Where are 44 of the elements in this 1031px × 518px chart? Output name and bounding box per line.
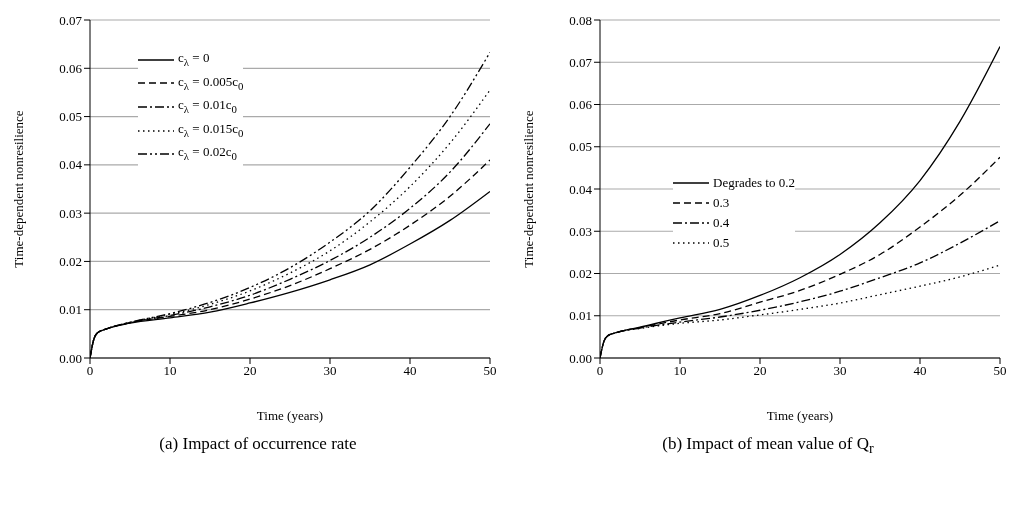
text: (a) Impact of occurrence rate xyxy=(158,434,358,454)
x-tick-label: 50 xyxy=(483,363,497,379)
y-tick-label: 0.01 xyxy=(569,308,592,324)
x-axis-title: Time (years) xyxy=(256,408,324,423)
x-tick-label: 0 xyxy=(596,363,604,379)
y-tick-label: 0.02 xyxy=(569,266,592,282)
x-tick-label: 20 xyxy=(753,363,767,379)
text: (b) Impact of mean value of Q$_{r}$ xyxy=(661,434,875,458)
y-tick-label: 0.03 xyxy=(59,205,82,221)
y-tick-label: 0.07 xyxy=(569,54,593,70)
legend-label: c$_{λ}$ = 0.02c$_{0}$ xyxy=(178,143,237,164)
y-axis-title: Time-dependent nonresilience xyxy=(10,110,26,268)
legend-label: c$_{λ}$ = 0.01c$_{0}$ xyxy=(178,96,237,117)
legend-label: c$_{λ}$ = 0.015c$_{0}$ xyxy=(178,119,244,141)
y-tick-label: 0.02 xyxy=(59,254,82,270)
x-tick-label: 30 xyxy=(833,363,847,379)
legend-label: 0.5 xyxy=(713,234,730,252)
x-tick-label: 10 xyxy=(163,363,177,379)
y-tick-label: 0.00 xyxy=(569,350,592,366)
y-tick-label: 0.04 xyxy=(59,157,83,173)
y-axis-title: Time-dependent nonresilience xyxy=(520,110,536,268)
legend-label: c$_{λ}$ = 0 xyxy=(178,49,210,70)
legend-label: 0.4 xyxy=(713,214,730,232)
x-tick-label: 50 xyxy=(993,363,1007,379)
y-tick-label: 0.01 xyxy=(59,302,82,318)
x-tick-label: 30 xyxy=(323,363,337,379)
legend-label: 0.3 xyxy=(713,194,730,212)
y-tick-label: 0.08 xyxy=(569,12,592,28)
y-tick-label: 0.05 xyxy=(59,109,82,125)
y-tick-label: 0.06 xyxy=(59,60,83,76)
x-tick-label: 40 xyxy=(403,363,417,379)
y-tick-label: 0.06 xyxy=(569,97,593,113)
y-tick-label: 0.04 xyxy=(569,181,593,197)
legend-label: Degrades to 0.2 xyxy=(713,174,795,192)
y-tick-label: 0.03 xyxy=(569,223,592,239)
y-tick-label: 0.07 xyxy=(59,12,83,28)
y-tick-label: 0.05 xyxy=(569,139,592,155)
x-tick-label: 40 xyxy=(913,363,927,379)
x-tick-label: 20 xyxy=(243,363,257,379)
legend-label: c$_{λ}$ = 0.005c$_{0}$ xyxy=(178,72,244,94)
x-tick-label: 10 xyxy=(673,363,687,379)
y-tick-label: 0.00 xyxy=(59,350,82,366)
x-axis-title: Time (years) xyxy=(766,408,834,423)
x-tick-label: 0 xyxy=(86,363,94,379)
